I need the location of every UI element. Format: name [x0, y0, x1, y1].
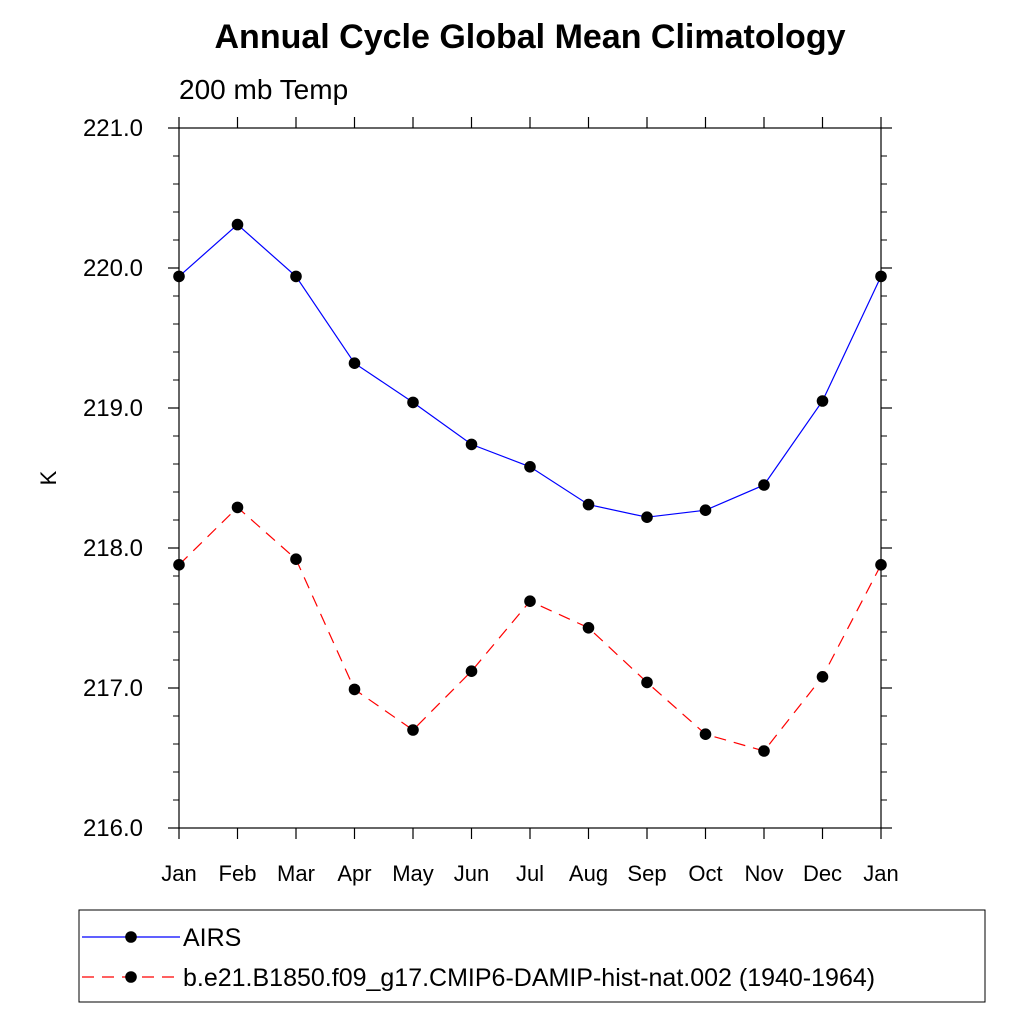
x-tick-label: Feb [219, 861, 257, 886]
series-line [178, 506, 882, 752]
data-point [875, 559, 887, 571]
y-tick-label: 219.0 [83, 395, 143, 422]
data-point [173, 559, 185, 571]
data-point [758, 745, 770, 757]
data-point [524, 461, 536, 473]
x-tick-label: Sep [627, 861, 666, 886]
x-tick-label: Jan [161, 861, 196, 886]
data-point [231, 218, 244, 231]
data-point [524, 595, 536, 607]
data-point [641, 676, 653, 689]
data-point [173, 270, 185, 283]
data-point [816, 671, 829, 683]
y-axis-label: K [36, 470, 61, 485]
data-point [465, 438, 478, 451]
data-point [465, 665, 478, 677]
data-point [290, 270, 302, 283]
data-point [348, 357, 361, 370]
data-point [231, 501, 244, 514]
data-point [582, 498, 595, 511]
y-tick-label: 221.0 [83, 115, 143, 142]
y-tick-label: 220.0 [83, 255, 143, 282]
data-point [290, 553, 302, 565]
data-point [816, 395, 829, 407]
x-tick-label: Dec [803, 861, 842, 886]
chart-title: Annual Cycle Global Mean Climatology [215, 18, 846, 56]
data-point [348, 683, 361, 696]
y-tick-label: 217.0 [83, 675, 143, 702]
data-point [699, 728, 712, 740]
series-line [178, 223, 882, 518]
series-layer [173, 218, 887, 757]
x-tick-label: Oct [688, 861, 722, 886]
data-point [641, 511, 653, 523]
x-tick-label: Jun [454, 861, 489, 886]
x-tick-label: May [392, 861, 434, 886]
legend: AIRS b.e21.B1850.f09_g17.CMIP6-DAMIP-hist… [82, 924, 875, 992]
legend-marker [125, 971, 137, 983]
x-tick-label: Mar [277, 861, 315, 886]
y-tick-label: 216.0 [83, 815, 143, 842]
data-point [699, 504, 712, 516]
x-tick-label: Jul [516, 861, 544, 886]
legend-label: AIRS [183, 924, 241, 952]
chart-subtitle: 200 mb Temp [179, 74, 348, 105]
axis-ticks: 216.0 217.0 218.0 219.0 220.0 221.0 Jan Feb Mar A… [83, 115, 899, 886]
y-tick-label: 218.0 [83, 535, 143, 562]
legend-marker [125, 931, 137, 943]
data-point [407, 396, 419, 409]
x-tick-label: Nov [744, 861, 783, 886]
plot-frame [178, 127, 882, 829]
data-point [407, 724, 419, 736]
x-tick-label: Jan [863, 861, 898, 886]
data-point [758, 479, 770, 491]
legend-label: b.e21.B1850.f09_g17.CMIP6-DAMIP-hist-nat… [183, 964, 875, 992]
x-tick-label: Apr [337, 861, 371, 886]
data-point [875, 270, 887, 283]
data-point [582, 622, 595, 634]
x-tick-label: Aug [569, 861, 608, 886]
legend-box [78, 909, 986, 1003]
